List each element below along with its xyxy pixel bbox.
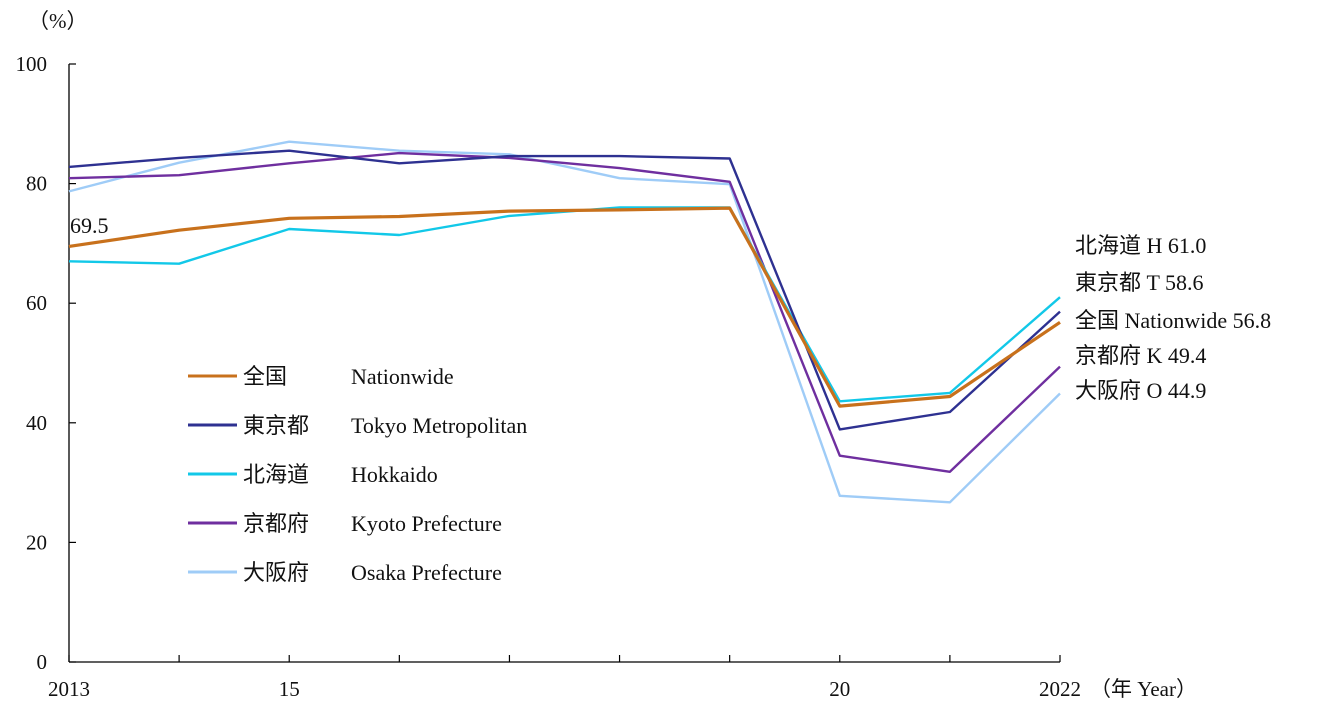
- y-tick-label: 0: [37, 650, 48, 674]
- x-tick-label: 2022: [1039, 677, 1081, 701]
- legend-label-en: Kyoto Prefecture: [351, 511, 502, 536]
- legend-label-en: Tokyo Metropolitan: [351, 413, 527, 438]
- legend-label-en: Osaka Prefecture: [351, 560, 502, 585]
- y-tick-label: 60: [26, 291, 47, 315]
- series-line: [68, 206, 1061, 403]
- series-line: [68, 151, 1061, 473]
- legend-label: 北海道: [243, 462, 309, 487]
- series-end-label: 北海道 H 61.0: [1075, 233, 1206, 258]
- y-tick-label: 80: [26, 172, 47, 196]
- series-end-label: 東京都 T 58.6: [1075, 270, 1204, 295]
- y-tick-label: 40: [26, 411, 47, 435]
- series-start-label: 69.5: [70, 213, 109, 238]
- series-line: [68, 206, 1061, 408]
- y-tick-label: 100: [16, 52, 48, 76]
- x-tick-label: 20: [829, 677, 850, 701]
- legend: 全国 Nationwide 東京都 Tokyo Metropolitan 北海道 Hokk…: [188, 364, 527, 585]
- legend-label: 大阪府: [243, 560, 309, 585]
- legend-label: 全国: [243, 364, 287, 389]
- legend-label: 東京都: [243, 413, 309, 438]
- series-end-label: 大阪府 O 44.9: [1075, 378, 1206, 403]
- x-tick-label: 15: [279, 677, 300, 701]
- y-tick-label: 20: [26, 530, 47, 554]
- legend-label-en: Nationwide: [351, 364, 454, 389]
- series-end-label: 京都府 K 49.4: [1075, 343, 1206, 368]
- series-line: [68, 140, 1061, 504]
- x-axis-unit-label: （年 Year）: [1090, 677, 1197, 701]
- data-labels: 北海道 H 61.0 東京都 T 58.6 全国 Nationwide 56.8 京都…: [70, 213, 1271, 403]
- legend-label-en: Hokkaido: [351, 462, 438, 487]
- series-end-label: 全国 Nationwide 56.8: [1075, 308, 1271, 333]
- x-tick-label: 2013: [48, 677, 90, 701]
- legend-label: 京都府: [243, 511, 309, 536]
- axes: 0 20 40 60 80 100 2013 15 20 2022 （年 Year）: [16, 52, 1197, 701]
- series-lines: [68, 140, 1061, 504]
- series-line: [68, 149, 1061, 431]
- y-axis-unit-label: （%）: [28, 9, 88, 33]
